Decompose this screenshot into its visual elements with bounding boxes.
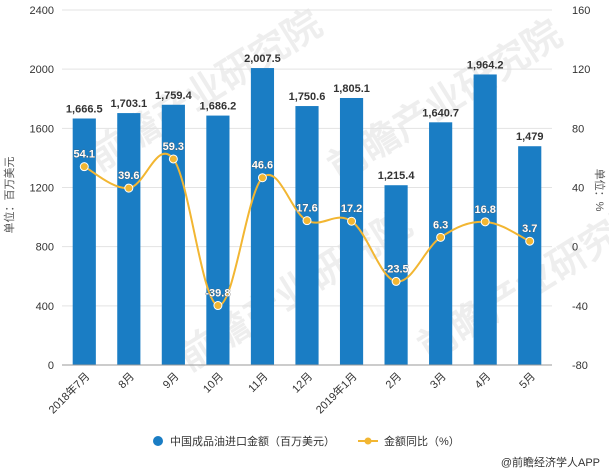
x-tick-label: 10月 xyxy=(201,371,226,396)
bar-series: 1,666.5 1,703.1 1,759.4 1,686.2 2,007.5 1,750… xyxy=(66,53,544,366)
bar-value-label: 1,666.5 xyxy=(66,103,103,115)
y-tick-left: 2400 xyxy=(30,5,54,17)
y-tick-left: 800 xyxy=(36,242,54,254)
x-tick-label: 11月 xyxy=(246,371,270,395)
line-series: 54.1 39.6 59.3 -39.8 46.6 17.6 17.2 -23.5 6.3 16.… xyxy=(73,141,538,311)
bar-value-label: 1,686.2 xyxy=(200,101,237,113)
bar-value-label: 1,805.1 xyxy=(333,83,370,95)
bar-value-label: 1,479 xyxy=(516,131,544,143)
x-tick-label: 5月 xyxy=(517,371,538,392)
yoy-point xyxy=(257,173,267,183)
yoy-point xyxy=(213,301,223,311)
yoy-value-label: 3.7 xyxy=(522,223,537,235)
legend-bar-label: 中国成品油进口金额（百万美元） xyxy=(170,434,335,448)
x-tick-label: 2月 xyxy=(384,371,405,392)
bar xyxy=(429,122,453,365)
yoy-point xyxy=(480,217,490,227)
yoy-point xyxy=(302,216,312,226)
yoy-point xyxy=(347,216,357,226)
yoy-point xyxy=(391,276,401,286)
bar-value-label: 1,964.2 xyxy=(467,59,504,71)
y-tick-right: 0 xyxy=(572,242,578,254)
y-tick-right: -80 xyxy=(572,360,588,372)
yoy-value-label: 39.6 xyxy=(118,170,139,182)
y-axis-label-left: 单位：百万美元 xyxy=(2,157,16,234)
bar-value-label: 2,007.5 xyxy=(244,53,281,65)
y-tick-left: 1200 xyxy=(30,183,54,195)
yoy-point xyxy=(124,183,134,193)
legend-line-label: 金额同比（%） xyxy=(384,434,460,448)
y-tick-left: 0 xyxy=(48,360,54,372)
bar-value-label: 1,759.4 xyxy=(155,90,193,102)
yoy-value-label: -23.5 xyxy=(384,263,409,275)
yoy-value-label: 17.2 xyxy=(341,203,362,215)
x-tick-label: 12月 xyxy=(290,371,315,396)
bar xyxy=(72,118,96,365)
y-tick-right: 40 xyxy=(572,183,584,195)
yoy-value-label: 54.1 xyxy=(74,149,95,161)
x-tick-label: 3月 xyxy=(428,371,449,392)
y-tick-right: 120 xyxy=(572,64,590,76)
left-axis-ticks: 0 400 800 1200 1600 2000 2400 xyxy=(30,5,54,372)
bar-value-label: 1,750.6 xyxy=(289,91,326,103)
yoy-point xyxy=(525,236,535,246)
x-tick-label: 8月 xyxy=(116,371,137,392)
yoy-value-label: 46.6 xyxy=(252,160,273,172)
bar xyxy=(295,106,319,366)
bar-value-label: 1,640.7 xyxy=(422,107,459,119)
bar xyxy=(339,97,364,365)
y-axis-label-right: 单位：% xyxy=(593,169,607,212)
legend-bar-marker xyxy=(153,436,163,446)
y-tick-left: 2000 xyxy=(30,64,54,76)
yoy-point xyxy=(168,154,178,164)
x-tick-label: 2019年1月 xyxy=(313,369,360,416)
bar-value-label: 1,703.1 xyxy=(110,98,147,110)
yoy-value-label: 6.3 xyxy=(433,219,448,231)
yoy-value-label: 16.8 xyxy=(474,204,495,216)
right-axis-ticks: -80 -40 0 40 80 120 160 xyxy=(572,5,590,372)
yoy-value-label: -39.8 xyxy=(205,288,230,300)
y-tick-left: 1600 xyxy=(30,123,54,135)
x-tick-label: 9月 xyxy=(161,371,182,392)
legend-line-dot xyxy=(364,437,372,445)
y-tick-right: 160 xyxy=(572,5,590,17)
source-credit: @前瞻经济学人APP xyxy=(501,455,600,469)
bar xyxy=(518,146,542,365)
bar xyxy=(384,185,408,365)
bar xyxy=(250,68,275,366)
bar xyxy=(206,115,230,365)
bar-value-label: 1,215.4 xyxy=(378,170,416,182)
bar xyxy=(117,113,141,365)
yoy-point xyxy=(436,232,446,242)
y-tick-left: 400 xyxy=(36,301,54,313)
legend: 中国成品油进口金额（百万美元） 金额同比（%） xyxy=(153,434,460,448)
x-tick-label: 4月 xyxy=(473,371,494,392)
y-tick-right: -40 xyxy=(572,301,588,313)
yoy-value-label: 17.6 xyxy=(296,203,317,215)
yoy-point xyxy=(79,162,89,172)
y-tick-right: 80 xyxy=(572,123,584,135)
x-tick-label: 2018年7月 xyxy=(45,369,92,416)
yoy-value-label: 59.3 xyxy=(163,141,184,153)
